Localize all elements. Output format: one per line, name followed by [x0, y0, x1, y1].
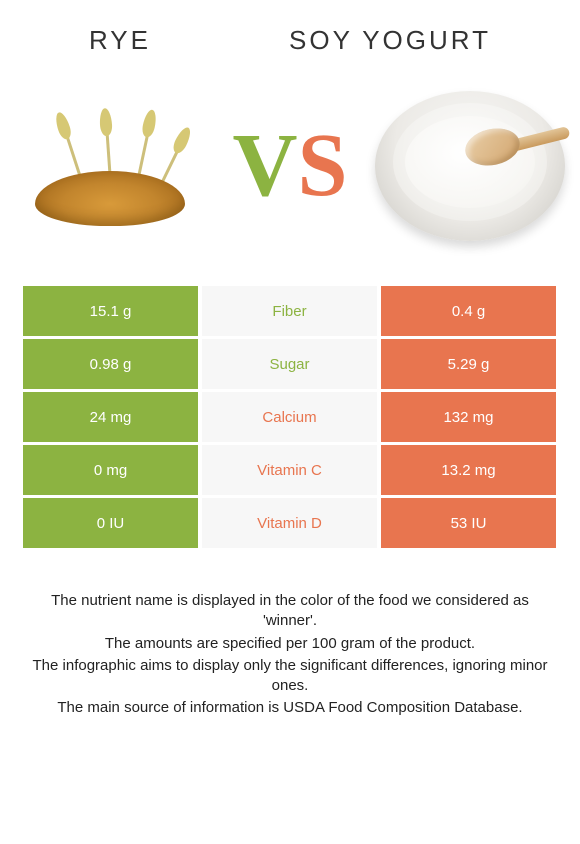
left-value: 15.1 g	[21, 286, 200, 336]
left-value: 0.98 g	[21, 339, 200, 389]
header: RYE SOY YOGURT	[0, 0, 580, 66]
rye-illustration	[10, 76, 210, 256]
left-value: 24 mg	[21, 392, 200, 442]
nutrient-name: Sugar	[200, 339, 379, 389]
footer-notes: The nutrient name is displayed in the co…	[0, 551, 580, 719]
right-food-title: SOY YOGURT	[289, 25, 491, 56]
footer-line: The nutrient name is displayed in the co…	[30, 591, 550, 632]
table-row: 24 mgCalcium132 mg	[21, 392, 559, 445]
right-value: 0.4 g	[379, 286, 558, 336]
nutrient-name: Vitamin C	[200, 445, 379, 495]
vs-v-letter: V	[232, 121, 297, 211]
right-value: 53 IU	[379, 498, 558, 548]
table-row: 0 IUVitamin D53 IU	[21, 498, 559, 551]
nutrient-name: Fiber	[200, 286, 379, 336]
footer-line: The infographic aims to display only the…	[30, 656, 550, 697]
right-value: 5.29 g	[379, 339, 558, 389]
nutrient-name: Calcium	[200, 392, 379, 442]
table-row: 15.1 gFiber0.4 g	[21, 286, 559, 339]
table-row: 0.98 gSugar5.29 g	[21, 339, 559, 392]
nutrient-name: Vitamin D	[200, 498, 379, 548]
vs-s-letter: S	[297, 121, 347, 211]
footer-line: The main source of information is USDA F…	[30, 698, 550, 718]
soy-yogurt-illustration	[370, 76, 570, 256]
left-food-title: RYE	[89, 25, 151, 56]
hero-row: V S	[0, 66, 580, 286]
footer-line: The amounts are specified per 100 gram o…	[30, 634, 550, 654]
right-value: 132 mg	[379, 392, 558, 442]
right-value: 13.2 mg	[379, 445, 558, 495]
vs-label: V S	[232, 121, 347, 211]
left-value: 0 IU	[21, 498, 200, 548]
nutrition-table: 15.1 gFiber0.4 g0.98 gSugar5.29 g24 mgCa…	[21, 286, 559, 551]
table-row: 0 mgVitamin C13.2 mg	[21, 445, 559, 498]
left-value: 0 mg	[21, 445, 200, 495]
